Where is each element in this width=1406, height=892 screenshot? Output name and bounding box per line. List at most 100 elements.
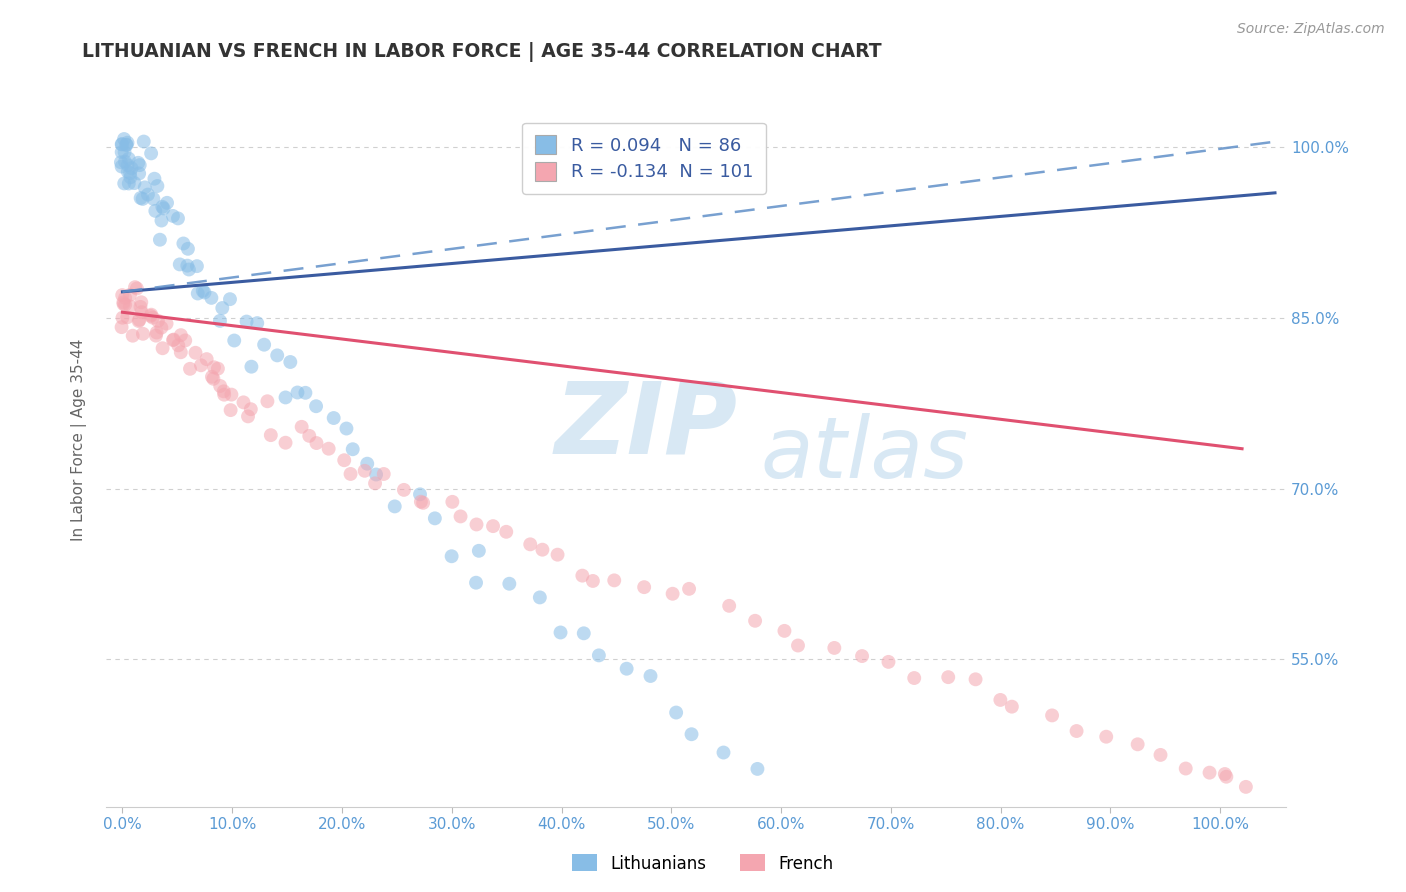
Point: [132, 326, 155, 341]
Point: [114, 154, 136, 169]
Point: [128, 158, 150, 172]
Point: [150, 320, 173, 334]
Text: Source: ZipAtlas.com: Source: ZipAtlas.com: [1237, 22, 1385, 37]
Point: [177, 242, 200, 256]
Point: [131, 305, 153, 319]
Point: [531, 542, 554, 557]
Point: [1234, 780, 1257, 794]
Point: [256, 394, 278, 409]
Point: [744, 614, 766, 628]
Point: [136, 187, 159, 202]
Point: [202, 360, 225, 375]
Point: [877, 655, 900, 669]
Point: [990, 693, 1012, 707]
Point: [143, 203, 166, 218]
Point: [773, 624, 796, 638]
Point: [155, 317, 177, 331]
Point: [177, 262, 200, 277]
Point: [571, 568, 593, 582]
Point: [169, 257, 191, 271]
Point: [132, 135, 155, 149]
Point: [115, 137, 138, 152]
Point: [142, 192, 165, 206]
Point: [111, 145, 134, 160]
Point: [208, 314, 231, 328]
Point: [211, 301, 233, 315]
Point: [392, 483, 415, 497]
Point: [145, 328, 167, 343]
Point: [125, 281, 148, 295]
Point: [186, 259, 208, 273]
Point: [111, 137, 134, 152]
Point: [128, 314, 150, 328]
Point: [176, 259, 198, 273]
Point: [665, 706, 688, 720]
Point: [121, 161, 143, 176]
Point: [128, 166, 150, 180]
Point: [287, 385, 309, 400]
Point: [305, 436, 328, 450]
Point: [112, 297, 135, 311]
Point: [465, 517, 488, 532]
Point: [246, 316, 269, 330]
Point: [291, 420, 314, 434]
Point: [141, 308, 163, 322]
Point: [190, 359, 212, 373]
Point: [322, 411, 344, 425]
Point: [117, 136, 139, 150]
Point: [423, 511, 446, 525]
Point: [851, 649, 873, 664]
Point: [1001, 699, 1024, 714]
Point: [207, 361, 229, 376]
Point: [1040, 708, 1063, 723]
Point: [468, 543, 491, 558]
Point: [129, 300, 152, 314]
Point: [146, 179, 169, 194]
Point: [187, 286, 209, 301]
Point: [152, 341, 174, 355]
Point: [129, 295, 152, 310]
Point: [903, 671, 925, 685]
Point: [172, 236, 194, 251]
Point: [131, 192, 153, 206]
Point: [232, 395, 254, 409]
Point: [150, 200, 173, 214]
Point: [640, 669, 662, 683]
Point: [170, 328, 193, 343]
Point: [236, 409, 259, 424]
Point: [124, 280, 146, 294]
Point: [152, 202, 174, 216]
Point: [342, 442, 364, 457]
Point: [278, 355, 301, 369]
Point: [139, 146, 162, 161]
Point: [121, 328, 143, 343]
Point: [681, 727, 703, 741]
Point: [519, 537, 541, 551]
Point: [441, 495, 464, 509]
Point: [409, 487, 432, 501]
Point: [353, 464, 375, 478]
Point: [174, 334, 197, 348]
Point: [118, 288, 141, 302]
Point: [219, 403, 242, 417]
Point: [364, 476, 387, 491]
Point: [134, 180, 156, 194]
Point: [114, 291, 136, 305]
Point: [110, 320, 132, 334]
Point: [146, 314, 169, 328]
Point: [112, 132, 135, 146]
Point: [212, 384, 235, 399]
Point: [616, 662, 638, 676]
Point: [111, 137, 134, 152]
Point: [582, 574, 605, 588]
Point: [145, 326, 167, 340]
Point: [118, 300, 141, 314]
Point: [120, 170, 142, 185]
Point: [201, 369, 224, 384]
Point: [384, 500, 406, 514]
Point: [112, 177, 135, 191]
Point: [260, 428, 283, 442]
Point: [409, 494, 432, 508]
Point: [495, 524, 517, 539]
Point: [274, 435, 297, 450]
